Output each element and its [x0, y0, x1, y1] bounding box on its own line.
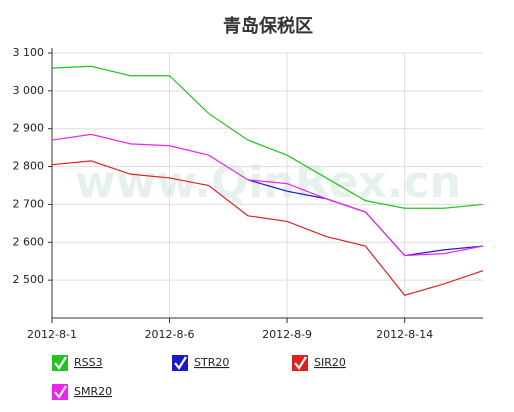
x-tick-label: 2012-8-14: [376, 328, 433, 341]
legend-check[interactable]: [54, 356, 67, 370]
legend-check[interactable]: [54, 385, 67, 399]
legend-label[interactable]: RSS3: [74, 356, 103, 369]
x-tick-label: 2012-8-6: [145, 328, 195, 341]
y-tick-label: 2 900: [13, 122, 45, 135]
line: [51, 65, 484, 209]
y-tick-label: 2 700: [13, 197, 45, 210]
y-tick-label: 2 800: [13, 160, 45, 173]
legend-check[interactable]: [294, 356, 307, 370]
legend-label[interactable]: SIR20: [314, 356, 346, 369]
line: [51, 133, 484, 257]
line: [51, 160, 484, 296]
x-tick-label: 2012-8-1: [27, 328, 77, 341]
y-tick-label: 2 500: [13, 273, 45, 286]
y-tick-label: 3 000: [13, 84, 45, 97]
chart-title: 青岛保税区: [223, 15, 313, 37]
watermark: www.QinRex.cn: [75, 157, 461, 208]
legend-label[interactable]: STR20: [194, 356, 229, 369]
legend-check[interactable]: [174, 356, 187, 370]
y-tick-label: 3 100: [13, 46, 45, 59]
y-tick-label: 2 600: [13, 235, 45, 248]
x-tick-label: 2012-8-9: [262, 328, 312, 341]
legend-label[interactable]: SMR20: [74, 385, 112, 398]
